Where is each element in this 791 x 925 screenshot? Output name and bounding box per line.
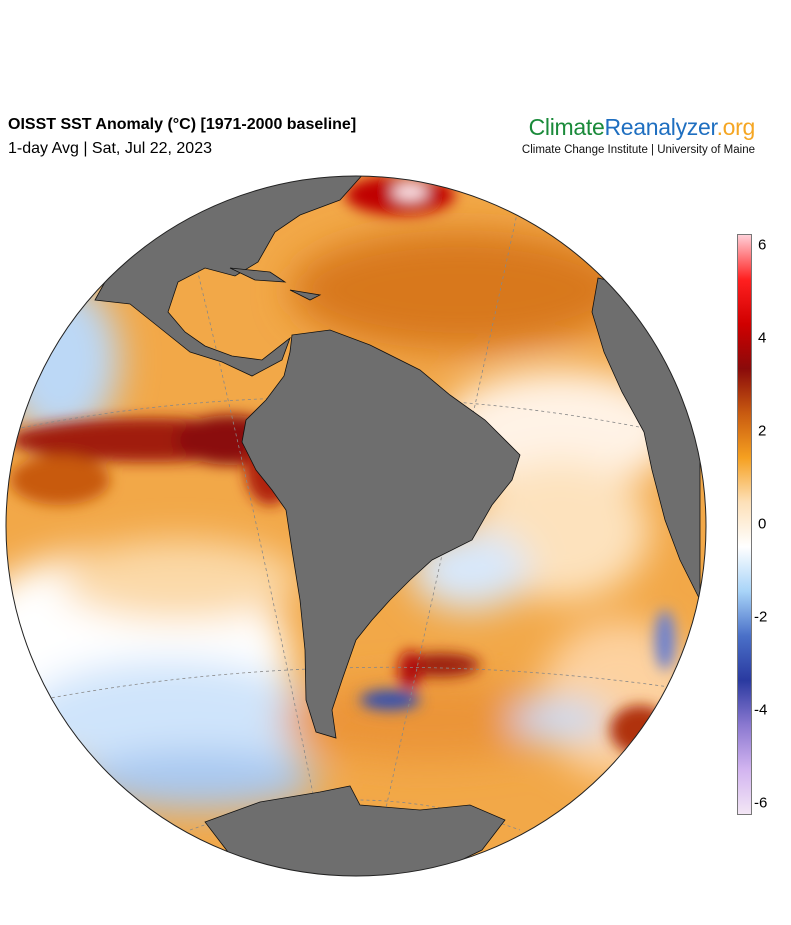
climate-reanalyzer-logo[interactable]: ClimateReanalyzer.org — [528, 114, 756, 141]
logo-part-climate: Climate — [528, 114, 605, 140]
map-title: OISST SST Anomaly (°C) [1971-2000 baseli… — [8, 116, 357, 133]
colorbar — [737, 234, 752, 815]
colorbar-tick: -2 — [754, 608, 768, 626]
colorbar-tick: 0 — [758, 515, 767, 533]
logo-subtext: Climate Change Institute | University of… — [521, 144, 755, 156]
colorbar-tick: -4 — [754, 701, 768, 719]
colorbar-tick: 6 — [758, 236, 767, 254]
caribbean-islands — [229, 267, 322, 301]
logo-part-reanalyzer: Reanalyzer — [604, 114, 717, 140]
colorbar-tick: 2 — [758, 422, 767, 440]
logo-part-org: .org — [716, 114, 756, 140]
map-subtitle: 1-day Avg | Sat, Jul 22, 2023 — [8, 140, 212, 157]
south-america — [241, 329, 521, 739]
colorbar-tick: 4 — [758, 329, 767, 347]
colorbar-tick: -6 — [754, 794, 768, 812]
sst-anomaly-field — [6, 176, 706, 876]
